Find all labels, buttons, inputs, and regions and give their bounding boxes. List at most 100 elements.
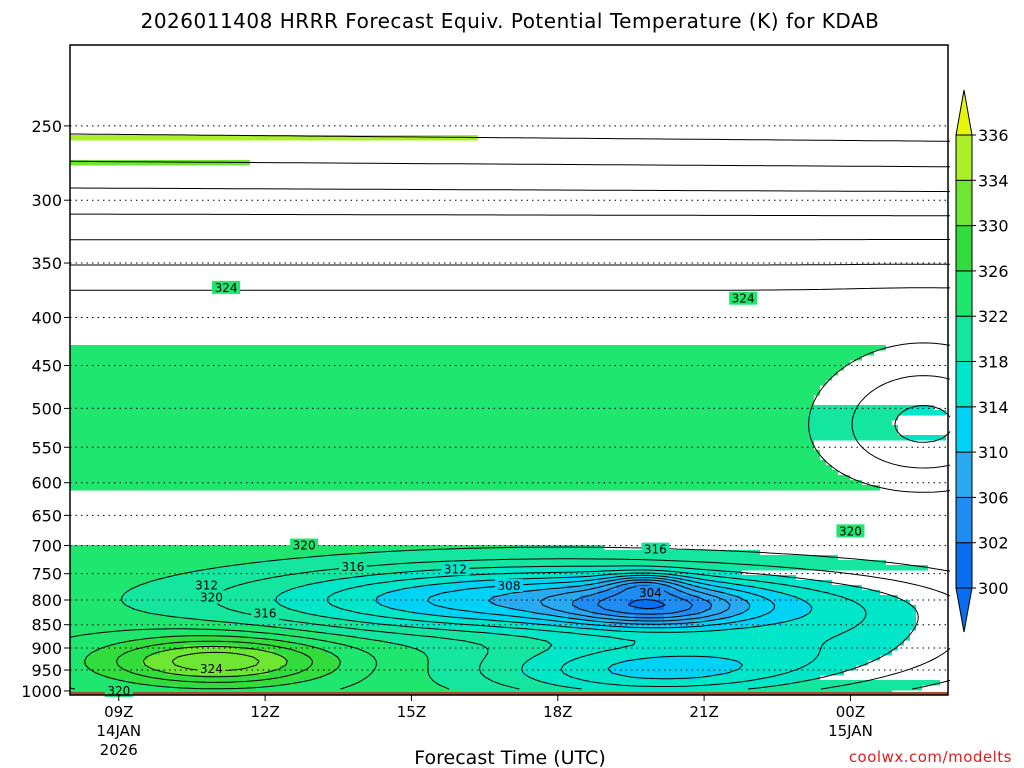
field-cell xyxy=(574,600,628,606)
field-cell xyxy=(448,685,568,691)
field-cell xyxy=(70,620,226,626)
field-cell xyxy=(808,600,910,606)
contour-314 xyxy=(375,572,813,680)
x-tick-date: 14JAN xyxy=(96,722,141,740)
contour-308 xyxy=(539,579,731,622)
colorbar-segment xyxy=(955,496,973,544)
field-cell xyxy=(652,580,682,586)
field-cell xyxy=(814,405,910,411)
y-tick-label: 950 xyxy=(31,661,62,680)
colorbar-segment xyxy=(955,361,973,408)
field-cell xyxy=(322,675,430,681)
colorbar-segment xyxy=(955,270,973,317)
field-cell xyxy=(88,665,148,671)
field-cell xyxy=(808,420,892,426)
colorbar-tick-label: 330 xyxy=(978,217,1009,236)
contour-label-bg xyxy=(441,562,470,576)
contour-label: 324 xyxy=(212,280,241,295)
colorbar-segment xyxy=(955,134,973,181)
field-cell xyxy=(526,660,622,666)
contour-322 xyxy=(121,342,951,690)
contour-label-bg xyxy=(290,538,319,552)
field-cell xyxy=(808,425,898,431)
colorbar-segment xyxy=(955,406,973,453)
colorbar-segment xyxy=(955,315,973,363)
field-cell xyxy=(610,665,742,671)
field-cell xyxy=(70,360,850,366)
field-cell xyxy=(124,640,292,646)
contour-334 xyxy=(69,160,951,168)
field-cell xyxy=(70,640,124,646)
y-tick-label: 350 xyxy=(31,254,62,273)
field-cell xyxy=(724,590,778,596)
contour-330 xyxy=(70,213,951,678)
field-cell xyxy=(106,645,184,651)
field-cell xyxy=(700,595,742,601)
y-tick-label: 850 xyxy=(31,616,62,635)
y-tick-label: 800 xyxy=(31,591,62,610)
x-tick-date: 15JAN xyxy=(828,722,873,740)
field-cell xyxy=(148,655,286,661)
field-cell xyxy=(280,665,340,671)
colorbar-tick-label: 336 xyxy=(978,126,1009,145)
contour-label-text: 312 xyxy=(444,562,467,576)
field-cell xyxy=(70,655,88,661)
field-cell xyxy=(676,565,928,571)
field-cell xyxy=(412,645,550,651)
field-cell xyxy=(520,620,610,626)
field-cell xyxy=(742,665,856,671)
field-cell xyxy=(742,660,868,666)
field-cell xyxy=(106,675,322,681)
field-cell xyxy=(274,595,376,601)
x-tick-year: 2026 xyxy=(100,741,138,759)
field-cell xyxy=(400,570,742,576)
field-cell xyxy=(70,600,124,606)
field-cell xyxy=(70,435,808,441)
y-tick-label: 400 xyxy=(31,308,62,327)
field-cell xyxy=(496,565,676,571)
field-cell xyxy=(574,605,634,611)
field-cell xyxy=(70,430,808,436)
contour-label-bg xyxy=(192,578,221,592)
field-cell xyxy=(238,645,316,651)
field-cell xyxy=(70,395,814,401)
field-cell xyxy=(544,680,796,686)
field-cell xyxy=(634,675,700,681)
field-cell xyxy=(70,680,130,686)
field-cell xyxy=(808,435,904,441)
field-cell xyxy=(730,615,802,621)
field-cell xyxy=(70,370,838,376)
field-cell xyxy=(70,610,148,616)
colorbar-segment xyxy=(955,179,973,227)
chart-title: 2026011408 HRRR Forecast Equiv. Potentia… xyxy=(141,9,880,33)
contour-label: 312 xyxy=(441,562,470,576)
contour-label-text: 316 xyxy=(254,607,277,621)
field-cell xyxy=(694,575,796,581)
x-tick-label: 12Z xyxy=(250,703,279,721)
field-cell xyxy=(304,555,838,561)
field-cell xyxy=(70,470,838,476)
field-cell xyxy=(532,635,910,641)
credit-link[interactable]: coolwx.com/modelts xyxy=(849,748,1012,766)
contour-label: 320 xyxy=(290,538,319,553)
contour-310 xyxy=(488,577,751,625)
field-cell xyxy=(148,580,316,586)
field-cell xyxy=(70,400,814,406)
colorbar-tick-label: 334 xyxy=(978,171,1009,190)
field-cell xyxy=(652,655,718,661)
field-cell xyxy=(268,670,334,676)
y-tick-label: 1000 xyxy=(21,682,62,701)
field-cell xyxy=(910,405,934,411)
y-tick-label: 600 xyxy=(31,474,62,493)
field-cell xyxy=(274,600,376,606)
contour-label-text: 308 xyxy=(498,579,521,593)
field-cell xyxy=(508,605,574,611)
field-cell xyxy=(70,345,886,351)
field-cell xyxy=(130,605,286,611)
contour-326 xyxy=(70,263,950,690)
contour-324 xyxy=(69,287,950,690)
field-cell xyxy=(550,645,898,651)
field-cell xyxy=(358,635,532,641)
y-tick-label: 550 xyxy=(31,438,62,457)
